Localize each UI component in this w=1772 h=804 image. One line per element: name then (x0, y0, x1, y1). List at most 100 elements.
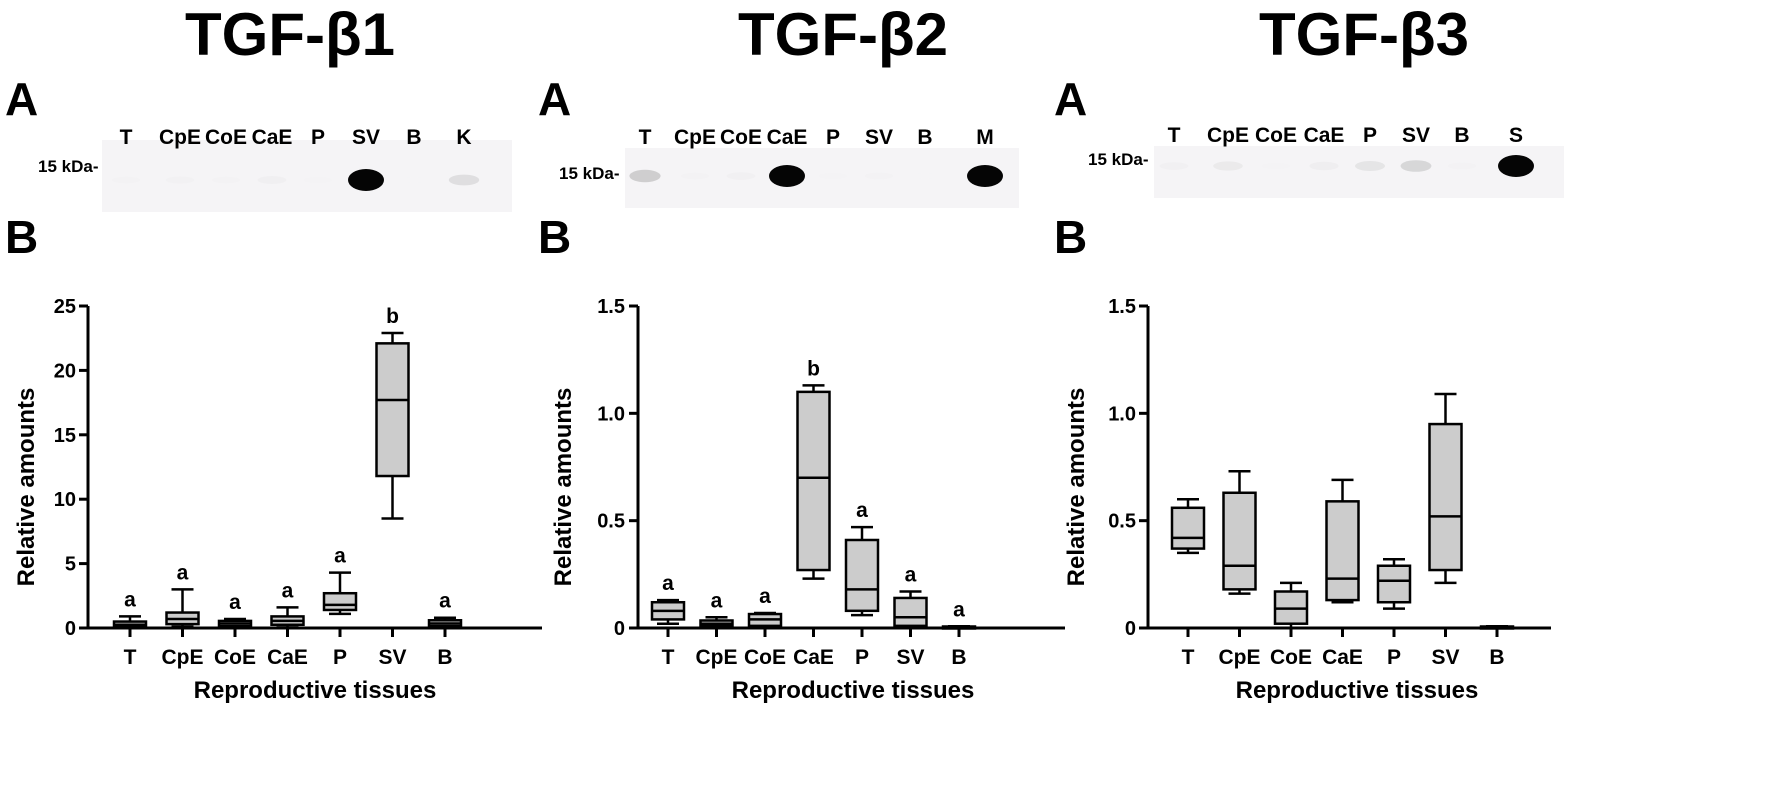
blot-membrane (1154, 146, 1564, 198)
lane-label: T (1167, 124, 1181, 147)
box-cae (1325, 478, 1360, 604)
y-axis-label: Relative amounts (550, 388, 577, 587)
panel-tgf-b2: TGF-β2 A B 15 kDa- T CpE CoE CaE P SV B M 0 0.5 1… (533, 0, 1113, 804)
blot-band (1261, 162, 1291, 170)
lane-label: CoE (1255, 124, 1297, 147)
box-t (112, 615, 148, 629)
blot-band (864, 172, 894, 180)
blot-band (1213, 161, 1243, 171)
box-sv (375, 331, 410, 520)
panel-title: TGF-β3 (1259, 1, 1469, 68)
x-tick-label: T (1182, 646, 1195, 669)
kda-marker: 15 kDa- (38, 157, 99, 176)
chart-letter: B (5, 211, 39, 263)
blot-band (726, 172, 756, 180)
y-tick-label: 10 (54, 489, 76, 511)
y-tick-label: 1.5 (597, 296, 625, 318)
box-p (844, 525, 880, 617)
lane-label: CaE (251, 126, 293, 149)
significance-letter: a (856, 499, 868, 522)
box-cpe (165, 588, 200, 628)
box-plot: 0 5 10 15 20 25 Relative amounts Reproductive t… (13, 296, 542, 704)
y-tick-label: 0.5 (597, 511, 625, 533)
blot-band (818, 172, 848, 180)
x-tick-label: P (855, 646, 869, 669)
lane-label: SV (1401, 124, 1430, 147)
blot-letter: A (538, 73, 572, 125)
lane-label: B (406, 126, 422, 149)
box-p (322, 571, 358, 616)
panel-tgf-b3: TGF-β3 A B 15 kDa- T CpE CoE CaE P SV B S 0 0.5 1… (1054, 0, 1634, 804)
lane-label: SV (864, 126, 893, 149)
significance-letter: a (282, 579, 294, 602)
blot-band (1447, 162, 1477, 170)
x-tick-label: SV (1431, 646, 1459, 669)
box-body (1325, 500, 1360, 602)
y-tick-label: 25 (54, 296, 76, 318)
y-tick-label: 0 (1125, 618, 1136, 640)
blot-band (211, 176, 241, 184)
box-body (1376, 564, 1412, 604)
lane-label: P (310, 126, 325, 149)
blot-band (1309, 161, 1339, 171)
lane-label: T (638, 126, 652, 149)
x-tick-label: B (437, 646, 452, 669)
x-tick-label: B (951, 646, 966, 669)
blot-band (1400, 160, 1432, 172)
y-tick-label: 0.5 (1108, 511, 1136, 533)
x-tick-label: B (1489, 646, 1504, 669)
blot-band (629, 169, 661, 183)
x-tick-label: SV (378, 646, 406, 669)
lane-label: CoE (720, 126, 762, 149)
significance-letter: a (439, 590, 451, 613)
x-tick-label: CoE (1270, 646, 1312, 669)
x-tick-label: CpE (696, 646, 738, 669)
box-cpe (699, 616, 734, 630)
box-cae (270, 606, 305, 629)
box-body (844, 538, 880, 613)
x-tick-label: T (662, 646, 675, 669)
kda-marker: 15 kDa- (1088, 150, 1149, 169)
y-tick-label: 1.0 (1108, 403, 1136, 425)
box-body (322, 591, 358, 612)
significance-letter: a (334, 545, 346, 568)
lane-label: B (1454, 124, 1470, 147)
blot-band (348, 169, 384, 191)
y-axis-label: Relative amounts (1063, 388, 1090, 587)
lane-label: CaE (766, 126, 808, 149)
box-body (796, 390, 831, 572)
lane-label: P (1362, 124, 1377, 147)
lane-label: CoE (205, 126, 247, 149)
lane-label: M (976, 126, 994, 149)
blot-membrane (625, 148, 1019, 208)
blot-letter: A (1054, 73, 1088, 125)
lane-label: CpE (1207, 124, 1249, 147)
y-tick-label: 0 (65, 618, 76, 640)
blot-band (1355, 161, 1385, 171)
lane-label: K (456, 126, 472, 149)
box-coe (217, 617, 253, 629)
box-cpe (1222, 470, 1257, 595)
panel-title: TGF-β1 (185, 1, 395, 68)
x-tick-label: P (333, 646, 347, 669)
western-blot (102, 140, 512, 212)
x-tick-label: SV (896, 646, 924, 669)
blot-letter: A (5, 73, 39, 125)
blot-band (680, 172, 710, 180)
blot-band (400, 177, 428, 183)
lane-label: CpE (159, 126, 201, 149)
x-tick-label: CoE (214, 646, 256, 669)
x-axis-label: Reproductive tissues (1236, 677, 1479, 704)
box-cae (796, 384, 831, 580)
blot-membrane (102, 140, 512, 212)
blot-band (769, 165, 805, 187)
lane-label: P (825, 126, 840, 149)
y-axis-label: Relative amounts (13, 388, 40, 587)
box-body (1170, 506, 1206, 550)
blot-band (1498, 155, 1534, 177)
y-tick-label: 1.0 (597, 403, 625, 425)
box-sv (893, 590, 928, 630)
blot-band (303, 176, 333, 184)
box-plot: 0 0.5 1.0 1.5 Relative amounts Reproductive t… (1063, 296, 1551, 704)
y-tick-label: 1.5 (1108, 296, 1136, 318)
